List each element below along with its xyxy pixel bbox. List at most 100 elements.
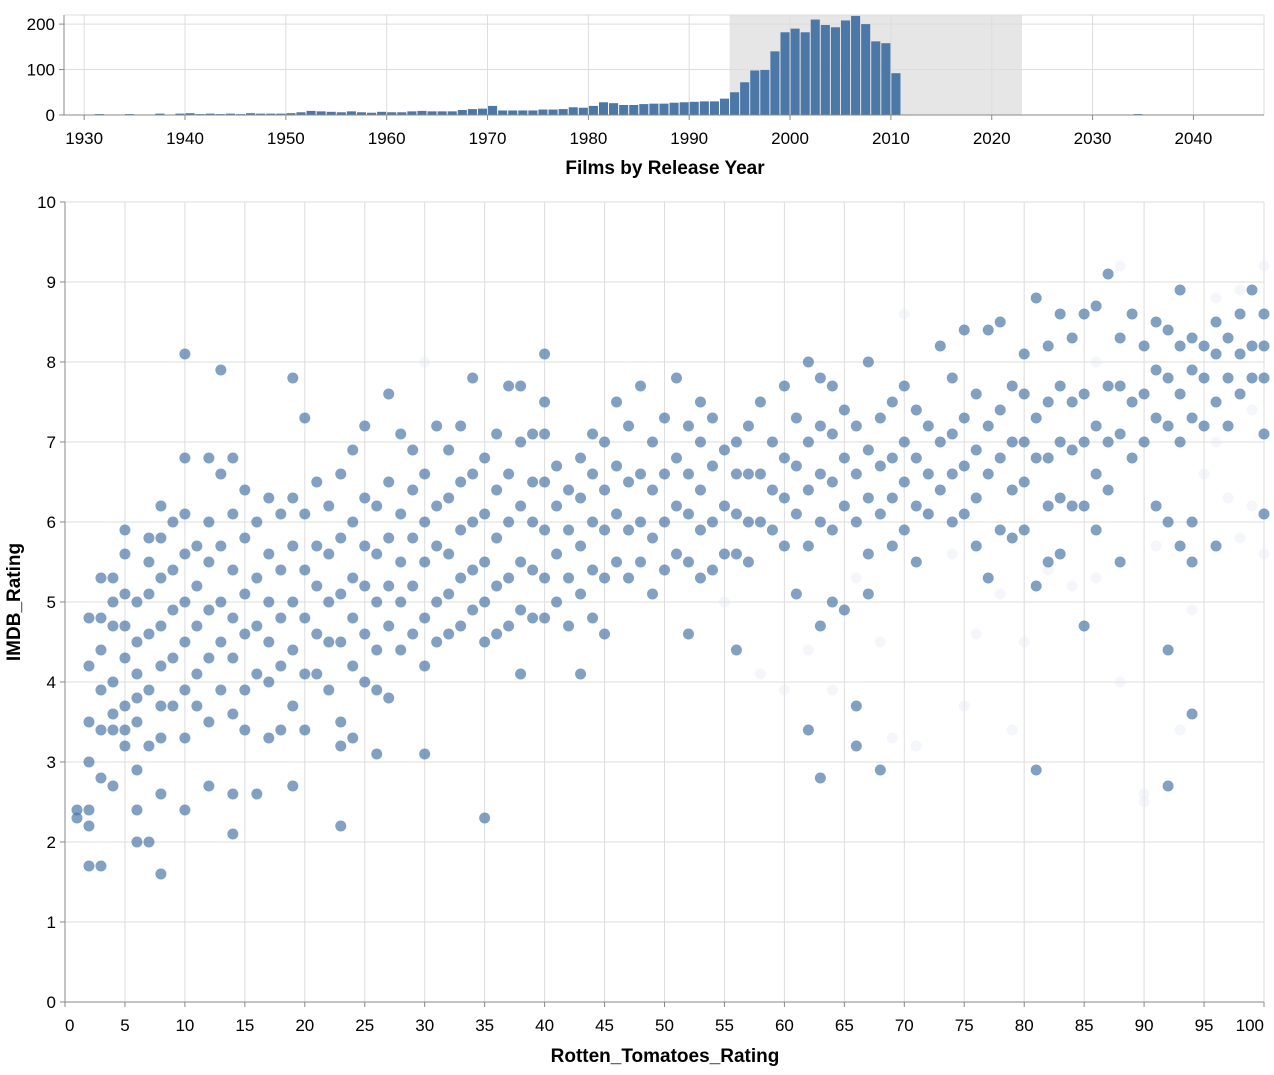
scatter-point <box>995 317 1006 328</box>
scatter-point <box>1067 397 1078 408</box>
scatter-point <box>491 581 502 592</box>
scatter-point <box>431 501 442 512</box>
scatter-point <box>155 869 166 880</box>
scatter-point <box>1187 365 1198 376</box>
histogram-bar <box>518 110 527 115</box>
histogram-bar <box>670 103 679 115</box>
histogram-bar <box>821 25 830 115</box>
scatter-point <box>539 397 550 408</box>
scatter-point <box>227 565 238 576</box>
scatter-point <box>1211 397 1222 408</box>
scatter-point <box>287 597 298 608</box>
scatter-point <box>491 533 502 544</box>
scatter-point <box>347 613 358 624</box>
scatter-point <box>911 501 922 512</box>
scatter-point-unselected <box>1007 725 1018 736</box>
scatter-point <box>1007 533 1018 544</box>
scatter-point <box>383 621 394 632</box>
histogram-bar <box>589 106 598 115</box>
scatter-point <box>767 525 778 536</box>
scatter-point <box>455 621 466 632</box>
scatter-point <box>683 421 694 432</box>
scatter-point <box>1079 309 1090 320</box>
scatter-point <box>359 677 370 688</box>
scatter-y-tick-label: 9 <box>47 273 56 292</box>
scatter-point <box>887 453 898 464</box>
scatter-point <box>419 517 430 528</box>
scatter-point <box>83 717 94 728</box>
scatter-point <box>1223 333 1234 344</box>
scatter-point <box>335 717 346 728</box>
scatter-point <box>251 517 262 528</box>
scatter-x-tick-label: 80 <box>1015 1016 1034 1035</box>
scatter-point <box>239 533 250 544</box>
scatter-point <box>335 821 346 832</box>
scatter-point <box>1163 517 1174 528</box>
scatter-point <box>263 677 274 688</box>
scatter-x-tick-label: 60 <box>775 1016 794 1035</box>
scatter-point <box>671 373 682 384</box>
scatter-point-unselected <box>947 549 958 560</box>
scatter-point <box>683 469 694 480</box>
scatter-x-tick-label: 30 <box>415 1016 434 1035</box>
scatter-point <box>1139 389 1150 400</box>
scatter-point <box>155 621 166 632</box>
histogram-x-tick-label: 1940 <box>166 129 204 148</box>
scatter-point <box>1007 485 1018 496</box>
scatter-point <box>107 573 118 584</box>
histogram-x-tick-label: 2040 <box>1174 129 1212 148</box>
scatter-point <box>1187 517 1198 528</box>
scatter-point-unselected <box>1139 789 1150 800</box>
scatter-point <box>539 573 550 584</box>
scatter-point-unselected <box>1091 357 1102 368</box>
scatter-point <box>767 485 778 496</box>
histogram-bar <box>700 101 709 115</box>
scatter-point <box>311 541 322 552</box>
scatter-point <box>251 669 262 680</box>
scatter-point-unselected <box>1247 405 1258 416</box>
scatter-point <box>179 349 190 360</box>
scatter-point <box>203 781 214 792</box>
scatter-point-unselected <box>1115 261 1126 272</box>
scatter-point <box>791 413 802 424</box>
scatter-point <box>731 645 742 656</box>
scatter-x-tick-label: 15 <box>235 1016 254 1035</box>
scatter-point <box>587 429 598 440</box>
histogram-bar <box>740 82 749 115</box>
histogram-bar <box>417 111 426 115</box>
scatter-point <box>503 381 514 392</box>
scatter-point <box>455 525 466 536</box>
histogram-bar <box>760 70 769 115</box>
scatter-point <box>1055 381 1066 392</box>
scatter-point <box>179 685 190 696</box>
histogram-bar <box>629 105 638 115</box>
scatter-point <box>959 325 970 336</box>
scatter-point <box>515 557 526 568</box>
scatter-y-tick-label: 8 <box>47 353 56 372</box>
scatter-point <box>263 637 274 648</box>
scatter-point <box>287 373 298 384</box>
scatter-point <box>959 461 970 472</box>
scatter-point-unselected <box>875 637 886 648</box>
scatter-point <box>299 565 310 576</box>
scatter-point <box>83 821 94 832</box>
scatter-point <box>923 509 934 520</box>
scatter-point <box>251 573 262 584</box>
scatter-point <box>1067 445 1078 456</box>
scatter-point <box>383 581 394 592</box>
scatter-point <box>1055 549 1066 560</box>
scatter-point <box>575 541 586 552</box>
scatter-point <box>1151 365 1162 376</box>
scatter-point <box>95 645 106 656</box>
histogram-bar <box>730 92 739 115</box>
scatter-point <box>479 597 490 608</box>
scatter-point <box>983 469 994 480</box>
scatter-point <box>155 533 166 544</box>
scatter-point <box>1235 349 1246 360</box>
scatter-point <box>131 693 142 704</box>
scatter-point <box>323 501 334 512</box>
scatter-point <box>1067 333 1078 344</box>
scatter-point <box>1187 333 1198 344</box>
